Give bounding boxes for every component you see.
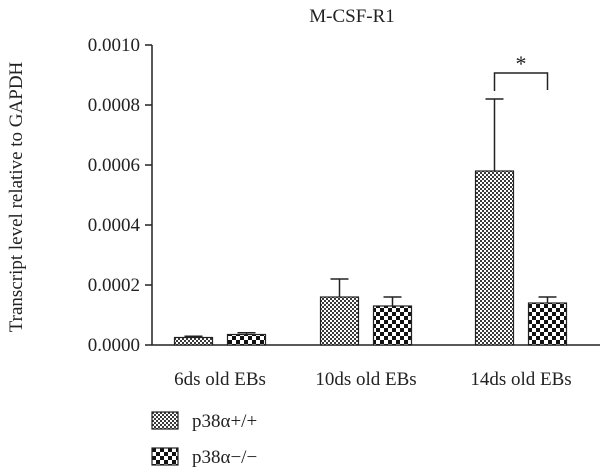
bar-knockout: [226, 333, 267, 346]
y-axis: 0.0000 0.0002 0.0004 0.0006 0.0008 0.0010: [88, 35, 153, 356]
y-tick-label: 0.0006: [88, 155, 140, 176]
bar-knockout: [527, 302, 568, 346]
y-tick-label: 0.0010: [88, 35, 140, 56]
x-tick-label: 6ds old EBs: [174, 369, 266, 390]
legend: p38α+/+ p38α−/−: [151, 411, 257, 468]
bar-wildtype: [173, 336, 214, 346]
y-tick-label: 0.0004: [88, 215, 141, 236]
significance-line: [493, 72, 549, 91]
bars-group: [173, 98, 568, 346]
significance-label: *: [516, 51, 527, 76]
y-axis-label: Transcript level relative to GAPDH: [6, 61, 27, 332]
significance-bracket: *: [493, 51, 549, 91]
chart-title: M-CSF-R1: [309, 6, 395, 27]
legend-swatch-knockout: [151, 447, 179, 466]
x-tick-label: 14ds old EBs: [470, 369, 571, 390]
legend-label-wildtype: p38α+/+: [192, 411, 257, 432]
bar-wildtype: [474, 170, 515, 346]
x-tick-label: 10ds old EBs: [315, 369, 416, 390]
bar-wildtype: [319, 296, 360, 346]
y-tick-label: 0.0002: [88, 275, 140, 296]
x-axis: 6ds old EBs 10ds old EBs 14ds old EBs: [152, 344, 600, 390]
y-tick-label: 0.0008: [88, 95, 140, 116]
bar-knockout: [372, 305, 413, 346]
legend-label-knockout: p38α−/−: [192, 447, 257, 468]
legend-swatch-wildtype: [151, 411, 179, 430]
y-tick-label: 0.0000: [88, 335, 140, 356]
